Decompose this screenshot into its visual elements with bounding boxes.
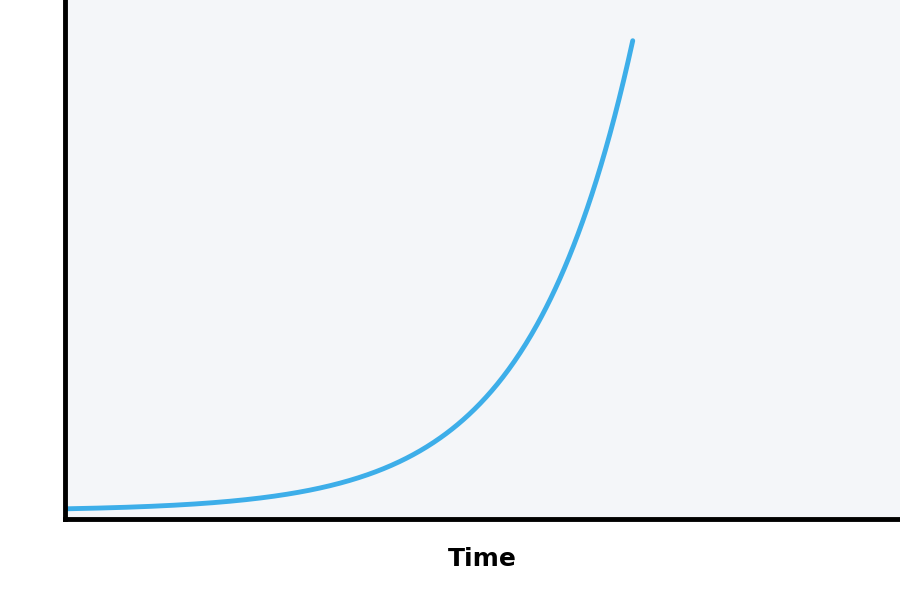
Text: Time: Time xyxy=(448,547,517,571)
Text: Performance: Performance xyxy=(22,229,42,370)
